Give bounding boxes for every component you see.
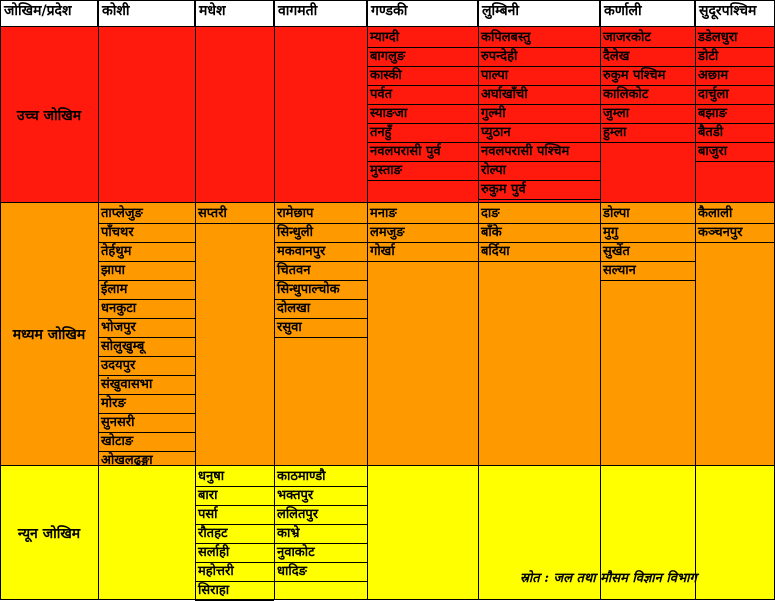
district-cell: मनाङ: [367, 205, 478, 224]
header-province: लुम्बिनी: [478, 0, 600, 27]
district-cell: हुम्ला: [600, 124, 695, 143]
district-cell: झापा: [98, 262, 195, 281]
district-cell: भक्तपुर: [274, 487, 367, 506]
district-cell: रुपन्देही: [478, 48, 600, 67]
district-cell: ललितपुर: [274, 506, 367, 525]
district-cell: स्याङजा: [367, 105, 478, 124]
district-cell: कालिकोट: [600, 86, 695, 105]
district-cell: कपिलबस्तु: [478, 29, 600, 48]
district-cell: तनहुँ: [367, 124, 478, 143]
district-cell: डोल्पा: [600, 205, 695, 224]
district-cell: प्युठान: [478, 124, 600, 143]
district-cell: रौतहट: [195, 525, 274, 544]
district-cell: बझाङ: [695, 105, 775, 124]
district-cell: खोटाङ: [98, 433, 195, 452]
district-cell: ताप्लेजुङ: [98, 205, 195, 224]
district-cell: पाल्पा: [478, 67, 600, 86]
header-province: गण्डकी: [367, 0, 478, 27]
district-cell: सोलुखुम्बू: [98, 338, 195, 357]
header-province: मधेश: [195, 0, 274, 27]
column-divider: [274, 0, 275, 600]
header-province: कोशी: [98, 0, 195, 27]
district-cell: सिन्धुली: [274, 224, 367, 243]
district-cell: नवलपरासी पश्चिम: [478, 143, 600, 162]
district-cell: अछाम: [695, 67, 775, 86]
district-cell: बैतडी: [695, 124, 775, 143]
district-cell: दार्चुला: [695, 86, 775, 105]
district-cell: पाँचथर: [98, 224, 195, 243]
header-corner: जोखिम/प्रदेश: [0, 0, 98, 27]
district-cell: काभ्रे: [274, 525, 367, 544]
district-cell: तेर्हथुम: [98, 243, 195, 262]
district-cell: जाजरकोट: [600, 29, 695, 48]
column-divider: [98, 0, 99, 600]
district-cell: धादिङ: [274, 563, 367, 582]
tier-band: [0, 203, 775, 466]
tier-label: मध्यम जोखिम: [12, 327, 86, 343]
district-cell: ईलाम: [98, 281, 195, 300]
header-province: वागमती: [274, 0, 367, 27]
district-cell: डडेलधुरा: [695, 29, 775, 48]
source-note: स्रोत : जल तथा मौसम विज्ञान विभाग: [520, 571, 697, 586]
district-cell: भोजपुर: [98, 319, 195, 338]
tier-band: [0, 27, 775, 203]
district-cell: चितवन: [274, 262, 367, 281]
district-cell: बाजुरा: [695, 143, 775, 162]
district-cell: गोर्खा: [367, 243, 478, 262]
district-cell: दाङ: [478, 205, 600, 224]
district-cell: पर्वत: [367, 86, 478, 105]
header-province: सुदूरपश्चिम: [695, 0, 775, 27]
district-cell: बर्दिया: [478, 243, 600, 262]
district-cell: रुकुम पुर्व: [478, 181, 600, 200]
district-cell: बागलुङ: [367, 48, 478, 67]
column-divider: [478, 0, 479, 600]
district-cell: सुनसरी: [98, 414, 195, 433]
district-cell: सर्लाही: [195, 544, 274, 563]
district-cell: महोत्तरी: [195, 563, 274, 582]
district-cell: पर्सा: [195, 506, 274, 525]
header-province: कर्णाली: [600, 0, 695, 27]
district-cell: दोलखा: [274, 300, 367, 319]
district-cell: मोरङ: [98, 395, 195, 414]
district-cell: कास्की: [367, 67, 478, 86]
district-cell: धनकुटा: [98, 300, 195, 319]
district-cell: बाँके: [478, 224, 600, 243]
district-cell: रामेछाप: [274, 205, 367, 224]
district-cell: कैलाली: [695, 205, 775, 224]
district-cell: अर्घाखाँची: [478, 86, 600, 105]
district-cell: काठमाण्डौ: [274, 468, 367, 487]
tier-label: न्यून जोखिम: [17, 525, 81, 542]
district-cell: संखुवासभा: [98, 376, 195, 395]
district-cell: जुम्ला: [600, 105, 695, 124]
column-divider: [367, 0, 368, 600]
district-cell: लमजुङ: [367, 224, 478, 243]
district-cell: सिन्धुपाल्चोक: [274, 281, 367, 300]
district-cell: मकवानपुर: [274, 243, 367, 262]
tier-band: [0, 466, 775, 600]
column-divider: [695, 0, 696, 600]
district-cell: धनुषा: [195, 468, 274, 487]
district-cell: रुकुम पश्चिम: [600, 67, 695, 86]
district-cell: गुल्मी: [478, 105, 600, 124]
district-cell: सुर्खेत: [600, 243, 695, 262]
column-divider: [195, 0, 196, 600]
district-cell: सल्यान: [600, 262, 695, 281]
district-cell: म्याग्दी: [367, 29, 478, 48]
column-divider: [600, 0, 601, 600]
district-cell: कञ्चनपुर: [695, 224, 775, 243]
district-cell: डोटी: [695, 48, 775, 67]
district-cell: नवलपरासी पुर्व: [367, 143, 478, 162]
tier-label: उच्च जोखिम: [16, 107, 82, 124]
district-cell: मुस्ताङ: [367, 162, 478, 181]
district-cell: मुगु: [600, 224, 695, 243]
district-cell: सप्तरी: [195, 205, 274, 224]
district-cell: उदयपुर: [98, 357, 195, 376]
district-cell: सिराहा: [195, 582, 274, 601]
district-cell: रोल्पा: [478, 162, 600, 181]
district-cell: बारा: [195, 487, 274, 506]
district-cell: रसुवा: [274, 319, 367, 338]
district-cell: नुवाकोट: [274, 544, 367, 563]
district-cell: दैलेख: [600, 48, 695, 67]
